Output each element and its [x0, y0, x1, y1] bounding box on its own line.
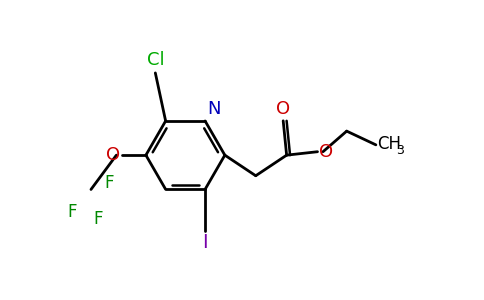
Text: F: F — [105, 174, 114, 192]
Text: O: O — [276, 100, 290, 118]
Text: F: F — [93, 210, 103, 228]
Text: Cl: Cl — [147, 52, 164, 70]
Text: 3: 3 — [396, 143, 404, 157]
Text: F: F — [68, 203, 77, 221]
Text: I: I — [202, 233, 208, 252]
Text: O: O — [106, 146, 121, 164]
Text: O: O — [319, 143, 333, 161]
Text: CH: CH — [377, 135, 401, 153]
Text: N: N — [207, 100, 220, 118]
